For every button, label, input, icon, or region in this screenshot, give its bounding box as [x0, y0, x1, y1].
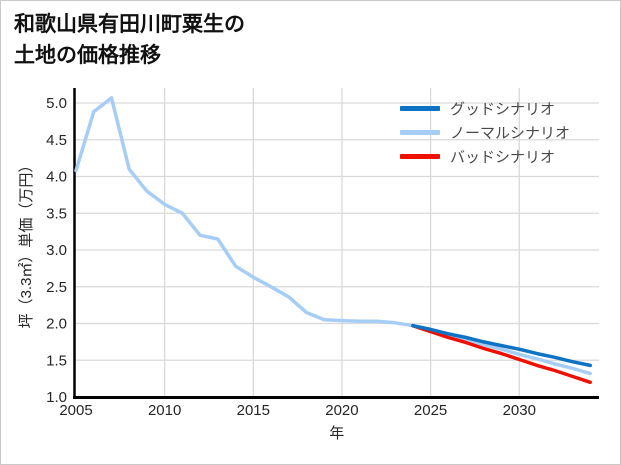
- y-tick-label: 4.5: [46, 132, 67, 149]
- axis-titles: 年 坪（3.3㎡）単価（万円）: [18, 158, 344, 442]
- x-tick-label: 2025: [414, 402, 447, 419]
- y-tick-label: 4.0: [46, 169, 67, 186]
- legend: グッドシナリオ ノーマルシナリオ バッドシナリオ: [400, 96, 570, 168]
- y-tick-label: 1.5: [46, 352, 67, 369]
- legend-item-normal-scenario: ノーマルシナリオ: [400, 120, 570, 144]
- x-tick-label: 2010: [148, 402, 181, 419]
- legend-label-good-scenario: グッドシナリオ: [450, 100, 556, 118]
- gridlines: [74, 88, 599, 398]
- series-lines: [74, 96, 592, 385]
- series-line-normal: [74, 96, 592, 376]
- x-axis-label: 年: [329, 425, 344, 442]
- x-tick-label: 2005: [59, 402, 92, 419]
- chart-title-line1: 和歌山県有田川町粟生の: [14, 13, 245, 36]
- y-tick-label: 2.0: [46, 316, 67, 333]
- y-tick-label: 1.0: [46, 389, 67, 406]
- y-tick-label: 5.0: [46, 95, 67, 112]
- y-tick-label: 2.5: [46, 279, 67, 296]
- x-tick-label: 2030: [503, 402, 536, 419]
- normal-scenario-line-swatch: [400, 129, 440, 135]
- y-tick-label: 3.5: [46, 205, 67, 222]
- series-line-good: [411, 323, 592, 368]
- series-line-bad: [411, 323, 592, 385]
- chart-title-line2: 土地の価格推移: [14, 44, 161, 67]
- legend-label-normal-scenario: ノーマルシナリオ: [450, 124, 571, 142]
- bad-scenario-line-swatch: [400, 153, 440, 159]
- axis-spines: [73, 88, 599, 399]
- page-title: 和歌山県有田川町粟生の 土地の価格推移: [14, 9, 245, 71]
- x-tick-label: 2015: [237, 402, 270, 419]
- tick-labels: 1.0 1.5 2.0 2.5 3.0 3.5 4.0 4.5 5.0 2005 2010 2015 2…: [46, 95, 536, 419]
- legend-item-good-scenario: グッドシナリオ: [400, 96, 570, 120]
- legend-label-bad-scenario: バッドシナリオ: [450, 148, 556, 166]
- y-axis-label: 坪（3.3㎡）単価（万円）: [18, 158, 35, 329]
- x-tick-label: 2020: [325, 402, 358, 419]
- good-scenario-line-swatch: [400, 105, 440, 111]
- y-tick-label: 3.0: [46, 242, 67, 259]
- legend-item-bad-scenario: バッドシナリオ: [400, 144, 570, 168]
